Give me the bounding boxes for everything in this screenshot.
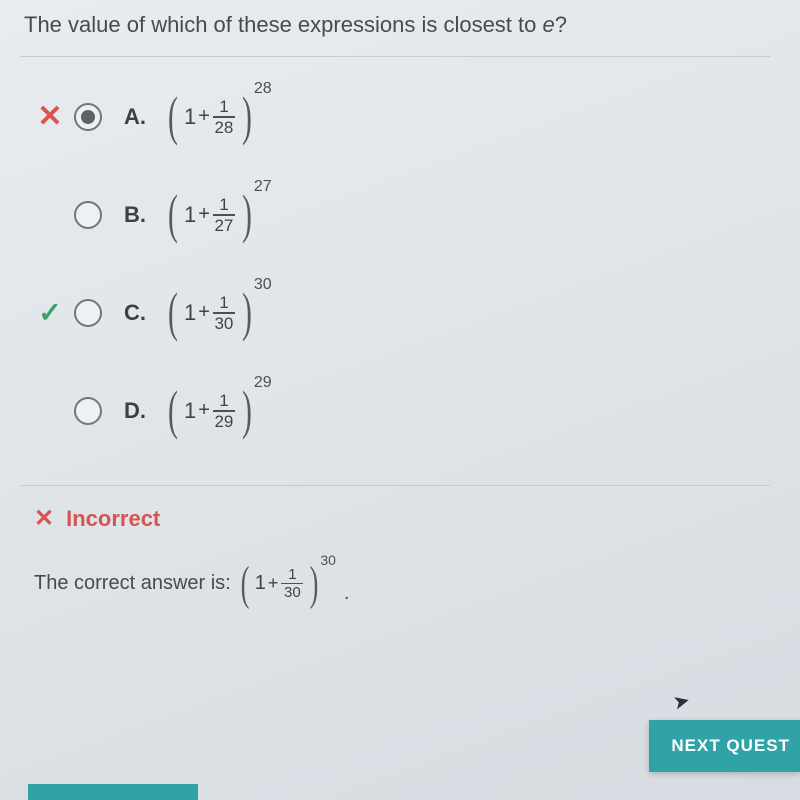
answer-choices: ✕ A. ( 1 + 1 28 ) 28: [20, 57, 800, 485]
radio-c[interactable]: [74, 299, 102, 327]
radio-d[interactable]: [74, 397, 102, 425]
bottom-button-stub[interactable]: [28, 784, 198, 800]
choice-d[interactable]: D. ( 1 + 1 29 ) 29: [30, 377, 800, 445]
check-icon: ✓: [38, 299, 61, 327]
letter-d: D.: [124, 398, 164, 424]
status-text: Incorrect: [66, 506, 160, 532]
expression-a: ( 1 + 1 28 ) 28: [164, 98, 274, 136]
question-variable: e: [542, 12, 554, 37]
letter-c: C.: [124, 300, 164, 326]
choice-c[interactable]: ✓ C. ( 1 + 1 30 ) 30: [30, 279, 800, 347]
question-text: The value of which of these expressions …: [20, 12, 800, 56]
correct-answer-line: The correct answer is: ( 1 + 1 30 ) 30 .: [34, 533, 800, 601]
period: .: [344, 582, 350, 605]
status-x-icon: ✕: [34, 504, 54, 533]
choice-a[interactable]: ✕ A. ( 1 + 1 28 ) 28: [30, 83, 800, 151]
mouse-cursor-icon: ➤: [670, 687, 692, 715]
letter-a: A.: [124, 104, 164, 130]
feedback-section: ✕ Incorrect The correct answer is: ( 1 +…: [20, 486, 800, 601]
choice-b[interactable]: B. ( 1 + 1 27 ) 27: [30, 181, 800, 249]
expression-d: ( 1 + 1 29 ) 29: [164, 392, 274, 430]
mark-c: ✓: [30, 299, 70, 327]
mark-a: ✕: [30, 102, 70, 132]
next-question-button[interactable]: NEXT QUEST: [649, 720, 800, 772]
letter-b: B.: [124, 202, 164, 228]
correct-prefix: The correct answer is:: [34, 572, 231, 595]
quiz-screen: The value of which of these expressions …: [0, 0, 800, 800]
correct-expression: ( 1 + 1 30 ) 30: [237, 567, 338, 601]
incorrect-status: ✕ Incorrect: [34, 504, 800, 533]
expression-b: ( 1 + 1 27 ) 27: [164, 196, 274, 234]
radio-a[interactable]: [74, 103, 102, 131]
question-post: ?: [555, 12, 567, 37]
cross-icon: ✕: [37, 102, 62, 132]
expression-c: ( 1 + 1 30 ) 30: [164, 294, 274, 332]
radio-b[interactable]: [74, 201, 102, 229]
question-pre: The value of which of these expressions …: [24, 12, 542, 37]
